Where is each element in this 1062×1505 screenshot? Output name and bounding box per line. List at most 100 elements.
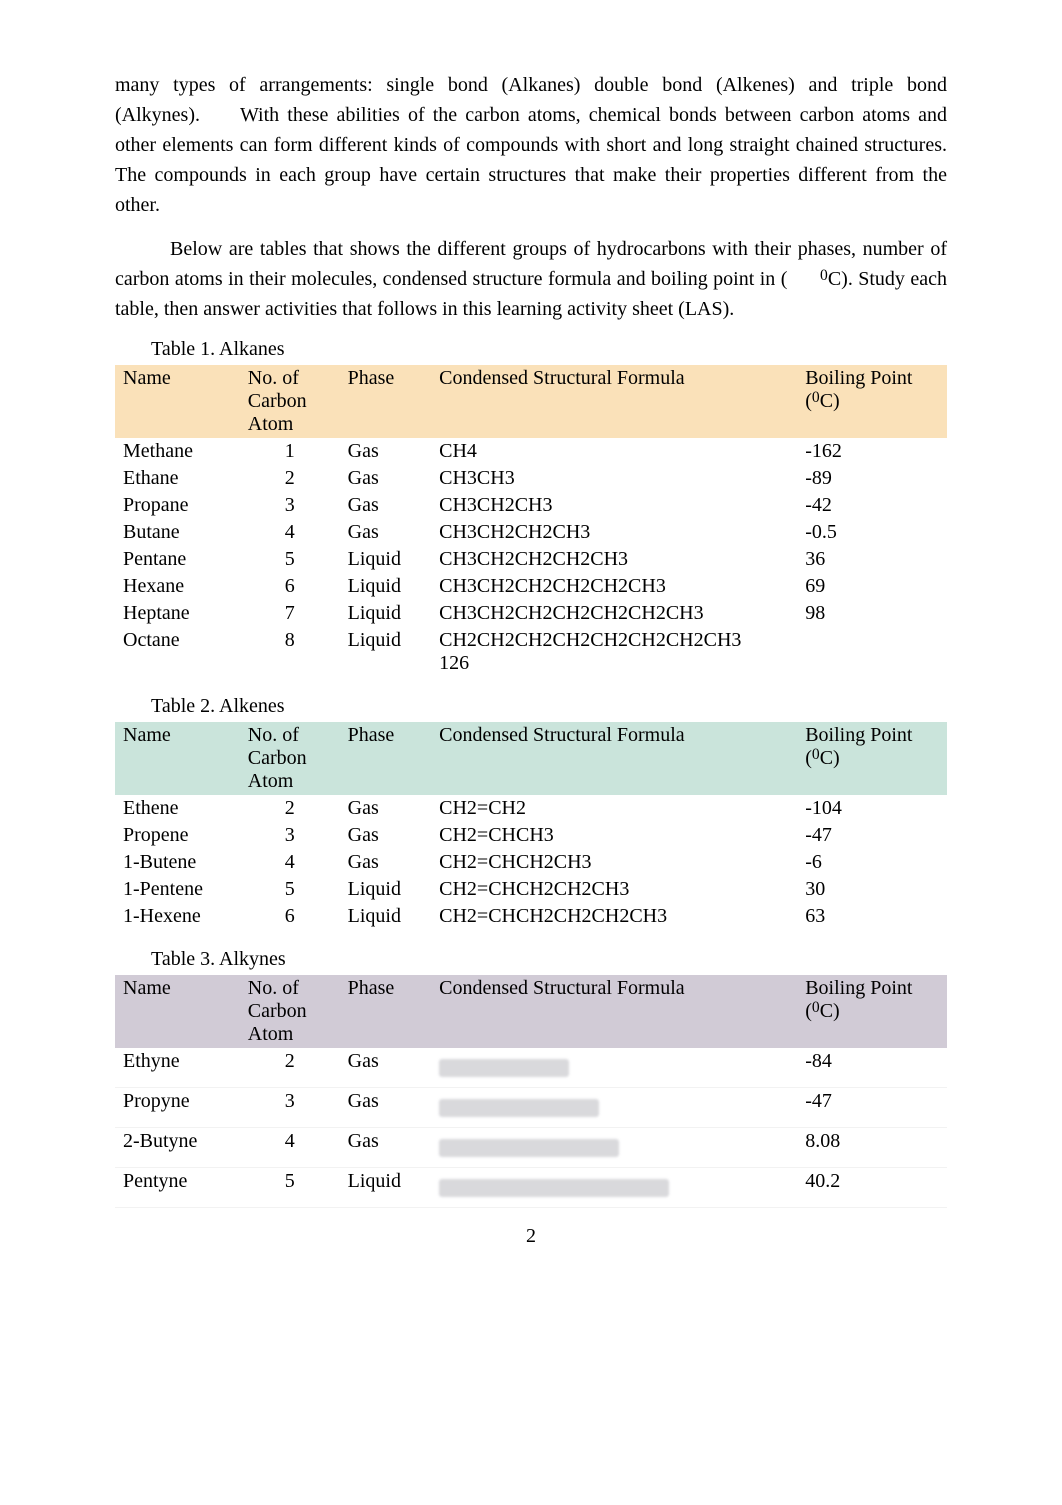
cell-formula: CH3CH2CH3 — [431, 492, 797, 519]
cell-bp: 30 — [797, 876, 947, 903]
cell-bp — [797, 627, 947, 677]
cell-formula: CH4 — [431, 438, 797, 465]
cell-name: Propene — [115, 822, 240, 849]
cell-formula: CH2=CHCH3 — [431, 822, 797, 849]
alkanes-table: Name No. of Carbon Atom Phase Condensed … — [115, 365, 947, 677]
alkynes-table: Name No. of Carbon Atom Phase Condensed … — [115, 975, 947, 1208]
table-row: Propyne3Gas -47 — [115, 1088, 947, 1128]
cell-bp: -162 — [797, 438, 947, 465]
cell-no: 7 — [240, 600, 340, 627]
cell-name: 1-Hexene — [115, 903, 240, 930]
table-row: 1-Butene4GasCH2=CHCH2CH3-6 — [115, 849, 947, 876]
cell-name: Ethene — [115, 795, 240, 822]
intro-paragraph-1: many types of arrangements: single bond … — [115, 70, 947, 220]
cell-bp: -6 — [797, 849, 947, 876]
table-row: Heptane7LiquidCH3CH2CH2CH2CH2CH2CH398 — [115, 600, 947, 627]
cell-no: 2 — [240, 1048, 340, 1088]
cell-bp: 40.2 — [797, 1168, 947, 1208]
table-row: Butane4GasCH3CH2CH2CH3-0.5 — [115, 519, 947, 546]
col-formula-header: Condensed Structural Formula — [431, 975, 797, 1048]
cell-formula: CH3CH2CH2CH3 — [431, 519, 797, 546]
cell-no: 5 — [240, 1168, 340, 1208]
table-row: Propane3GasCH3CH2CH3-42 — [115, 492, 947, 519]
intro-paragraph-2: Below are tables that shows the differen… — [115, 234, 947, 324]
cell-no: 5 — [240, 546, 340, 573]
blurred-formula — [439, 1179, 669, 1197]
cell-name: Propyne — [115, 1088, 240, 1128]
col-phase-header: Phase — [340, 975, 432, 1048]
table-row: Pentane5LiquidCH3CH2CH2CH2CH336 — [115, 546, 947, 573]
cell-no: 2 — [240, 465, 340, 492]
cell-no: 4 — [240, 519, 340, 546]
cell-name: 1-Butene — [115, 849, 240, 876]
table-row: Ethyne2Gas-84 — [115, 1048, 947, 1088]
cell-phase: Liquid — [340, 573, 432, 600]
col-formula-header: Condensed Structural Formula — [431, 722, 797, 795]
cell-formula: CH3CH2CH2CH2CH2CH3 — [431, 573, 797, 600]
cell-name: Pentyne — [115, 1168, 240, 1208]
table-row: Methane1GasCH4-162 — [115, 438, 947, 465]
cell-formula: CH2=CHCH2CH2CH2CH3 — [431, 903, 797, 930]
cell-bp: 63 — [797, 903, 947, 930]
cell-phase: Gas — [340, 519, 432, 546]
cell-bp: -0.5 — [797, 519, 947, 546]
col-name-header: Name — [115, 365, 240, 438]
cell-phase: Gas — [340, 492, 432, 519]
cell-phase: Liquid — [340, 876, 432, 903]
cell-no: 2 — [240, 795, 340, 822]
blurred-formula — [439, 1139, 619, 1157]
table3-caption: Table 3. Alkynes — [151, 948, 947, 971]
col-phase-header: Phase — [340, 722, 432, 795]
cell-no: 4 — [240, 849, 340, 876]
cell-no: 5 — [240, 876, 340, 903]
cell-no: 4 — [240, 1128, 340, 1168]
cell-bp: 69 — [797, 573, 947, 600]
cell-bp: -89 — [797, 465, 947, 492]
table-row: Hexane6LiquidCH3CH2CH2CH2CH2CH369 — [115, 573, 947, 600]
cell-phase: Gas — [340, 822, 432, 849]
col-bp-header: Boiling Point (0C) — [797, 975, 947, 1048]
cell-formula — [431, 1048, 797, 1088]
cell-formula: CH2=CHCH2CH3 — [431, 849, 797, 876]
cell-formula: CH3CH2CH2CH2CH2CH2CH3 — [431, 600, 797, 627]
cell-phase: Gas — [340, 849, 432, 876]
cell-name: Methane — [115, 438, 240, 465]
table-row: 2-Butyne4Gas8.08 — [115, 1128, 947, 1168]
table-row: Ethane2GasCH3CH3-89 — [115, 465, 947, 492]
cell-formula: CH2=CH2 — [431, 795, 797, 822]
table1-caption: Table 1. Alkanes — [151, 338, 947, 361]
cell-name: Heptane — [115, 600, 240, 627]
cell-name: 1-Pentene — [115, 876, 240, 903]
cell-bp: -47 — [797, 822, 947, 849]
table-row: Ethene2GasCH2=CH2-104 — [115, 795, 947, 822]
col-name-header: Name — [115, 975, 240, 1048]
cell-formula — [431, 1168, 797, 1208]
cell-name: Octane — [115, 627, 240, 677]
cell-phase: Gas — [340, 1048, 432, 1088]
cell-formula: CH3CH3 — [431, 465, 797, 492]
cell-bp: 8.08 — [797, 1128, 947, 1168]
cell-phase: Liquid — [340, 1168, 432, 1208]
cell-bp: -47 — [797, 1088, 947, 1128]
cell-formula: CH2=CHCH2CH2CH3 — [431, 876, 797, 903]
cell-bp: 36 — [797, 546, 947, 573]
table-row: 1-Pentene5LiquidCH2=CHCH2CH2CH330 — [115, 876, 947, 903]
cell-no: 8 — [240, 627, 340, 677]
cell-no: 3 — [240, 1088, 340, 1128]
cell-phase: Gas — [340, 465, 432, 492]
cell-phase: Liquid — [340, 627, 432, 677]
cell-formula — [431, 1128, 797, 1168]
page-number: 2 — [0, 1225, 1062, 1248]
blurred-formula — [439, 1059, 569, 1077]
cell-formula — [431, 1088, 797, 1128]
col-no-header: No. of Carbon Atom — [240, 975, 340, 1048]
table-row: Propene3GasCH2=CHCH3-47 — [115, 822, 947, 849]
col-formula-header: Condensed Structural Formula — [431, 365, 797, 438]
cell-name: Ethane — [115, 465, 240, 492]
cell-phase: Gas — [340, 795, 432, 822]
cell-name: Ethyne — [115, 1048, 240, 1088]
cell-no: 6 — [240, 573, 340, 600]
cell-phase: Gas — [340, 1088, 432, 1128]
table-row: Octane8LiquidCH2CH2CH2CH2CH2CH2CH2CH3 12… — [115, 627, 947, 677]
cell-phase: Liquid — [340, 903, 432, 930]
